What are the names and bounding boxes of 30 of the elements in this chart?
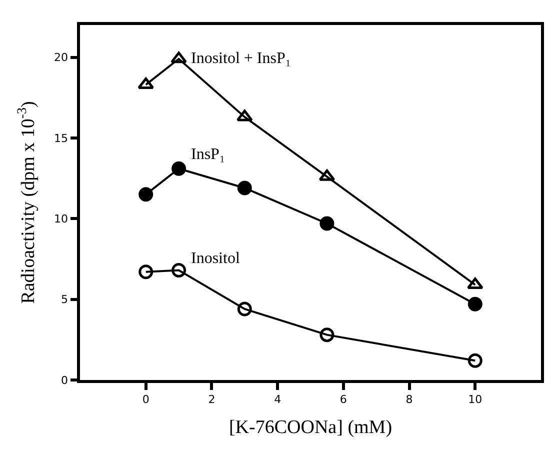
- point: [138, 187, 154, 202]
- y-tick-label: 0: [61, 374, 68, 387]
- point: [172, 161, 186, 176]
- x-tick-label: 8: [406, 392, 413, 406]
- point: [468, 353, 482, 368]
- point: [318, 169, 336, 181]
- series-label: Inositol: [191, 250, 240, 267]
- x-tick-label: 0: [142, 392, 150, 406]
- y-tick-label: 5: [61, 293, 68, 306]
- x-tick-label: 10: [468, 392, 482, 406]
- series-label: InsP₁: [191, 146, 226, 163]
- point: [468, 296, 482, 312]
- point: [236, 110, 253, 122]
- x-tick-label: 2: [208, 392, 216, 406]
- point: [237, 180, 252, 196]
- point: [320, 328, 334, 342]
- x-tick-label: 4: [274, 392, 282, 406]
- y-tick-label: 10: [54, 212, 68, 226]
- y-tick-label: 15: [54, 132, 68, 145]
- point: [138, 77, 154, 89]
- point: [320, 216, 334, 231]
- x-axis-title: [K-76COONa] (mM): [228, 416, 392, 438]
- y-tick-label: 20: [54, 51, 68, 64]
- x-tick-label: 6: [340, 392, 347, 406]
- point: [138, 264, 154, 280]
- point: [172, 263, 186, 278]
- series-label: Inositol + InsP₁: [191, 50, 291, 67]
- point: [237, 302, 252, 316]
- point: [170, 52, 187, 64]
- point: [466, 278, 484, 290]
